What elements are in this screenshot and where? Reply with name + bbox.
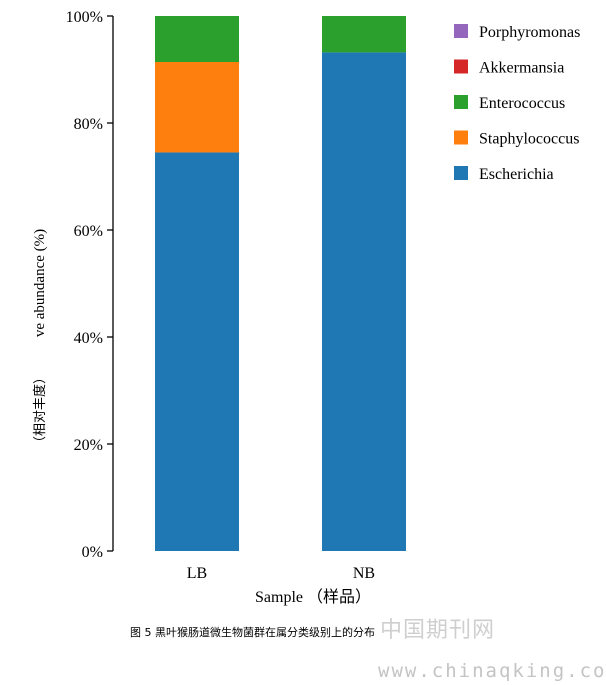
watermark-cn: 中国期刊网 <box>380 618 496 643</box>
legend-label-porphyromonas: Porphyromonas <box>479 24 580 41</box>
x-tick-label-nb: NB <box>353 565 375 582</box>
legend-swatch-porphyromonas <box>454 24 468 38</box>
legend-label-akkermansia: Akkermansia <box>479 60 564 77</box>
y-tick-label: 100% <box>66 9 103 26</box>
bar-nb-enterococcus <box>322 16 406 53</box>
bar-lb-enterococcus <box>155 16 239 63</box>
x-tick-label-lb: LB <box>187 565 207 582</box>
bar-nb-escherichia <box>322 52 406 551</box>
legend-label-enterococcus: Enterococcus <box>479 95 565 112</box>
legend-label-staphylococcus: Staphylococcus <box>479 131 579 148</box>
legend-swatch-enterococcus <box>454 95 468 109</box>
figure-caption: 图 5 黑叶猴肠道微生物菌群在属分类级别上的分布 <box>130 626 375 639</box>
y-tick-label: 40% <box>74 330 103 347</box>
y-tick-label: 60% <box>74 223 103 240</box>
legend-swatch-akkermansia <box>454 59 468 74</box>
y-tick-label: 0% <box>82 544 103 561</box>
bar-lb-escherichia <box>155 152 239 552</box>
y-axis-label-en: ve abundance (%) <box>32 229 48 337</box>
y-tick-label: 20% <box>74 437 103 454</box>
x-axis: LB NB <box>187 565 375 582</box>
watermark-url: www.chinaqking.com <box>378 660 606 682</box>
y-tick-label: 80% <box>74 116 103 133</box>
y-axis-label-cn: （相对丰度） <box>32 371 48 449</box>
bar-lb-staphylococcus <box>155 62 239 153</box>
legend: Porphyromonas Akkermansia Enterococcus Stap… <box>454 24 580 183</box>
legend-swatch-escherichia <box>454 166 468 180</box>
y-axis-label: ve abundance (%) <box>32 229 48 337</box>
bars-group <box>155 16 406 552</box>
y-axis: 0% 20% 40% 60% 80% 100% <box>66 9 114 561</box>
legend-label-escherichia: Escherichia <box>479 166 554 183</box>
x-axis-label: Sample （样品） <box>255 588 371 606</box>
y-axis-label-cn-group: （相对丰度） <box>32 371 48 449</box>
legend-swatch-staphylococcus <box>454 130 468 145</box>
